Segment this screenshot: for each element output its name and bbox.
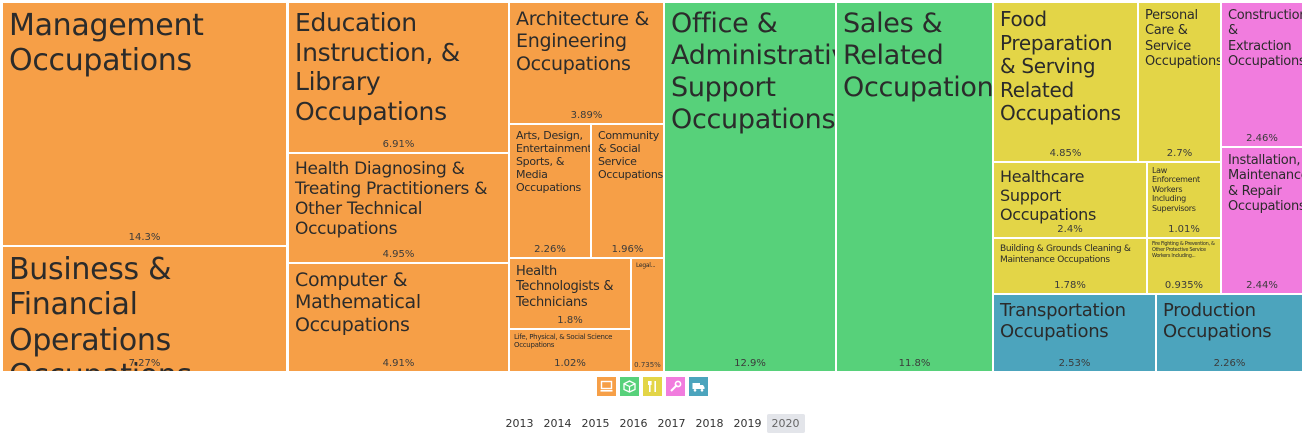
tile-percent: 2.7% <box>1166 148 1193 159</box>
year-2014[interactable]: 2014 <box>543 417 572 430</box>
tile-label: Business & Financial Operations Occupati… <box>9 252 192 371</box>
tile-label: Building & Grounds Cleaning & Maintenanc… <box>1000 244 1131 265</box>
tile-percent: 0.935% <box>1164 280 1204 291</box>
treemap-tile[interactable]: Legal... 0.735% <box>631 258 664 372</box>
tile-percent: 7.27% <box>128 358 161 369</box>
tile-label: Life, Physical, & Social Science Occupat… <box>514 333 613 350</box>
treemap-tile[interactable]: Law Enforcement Workers Including Superv… <box>1147 162 1221 238</box>
tile-percent: 11.8% <box>898 358 931 369</box>
tile-percent: 6.91% <box>382 139 415 150</box>
tile-label: Health Technologists & Technicians <box>516 264 614 310</box>
tile-label: Office & Administrative Support Occupati… <box>671 8 836 135</box>
year-2013[interactable]: 2013 <box>505 417 534 430</box>
year-2015[interactable]: 2015 <box>581 417 610 430</box>
treemap-tile[interactable]: Healthcare Support Occupations 2.4% <box>993 162 1147 238</box>
treemap-tile[interactable]: Sales & Related Occupations 11.8% <box>836 2 993 372</box>
tile-percent: 1.96% <box>611 244 644 255</box>
year-2017[interactable]: 2017 <box>657 417 686 430</box>
tile-label: Legal... <box>636 262 656 269</box>
occupation-treemap: Management Occupations 14.3% Business & Fi… <box>2 2 1303 372</box>
tile-label: Production Occupations <box>1163 300 1272 343</box>
tile-percent: 2.26% <box>1213 358 1246 369</box>
tile-label: Construction & Extraction Occupations <box>1228 8 1303 69</box>
treemap-tile[interactable]: Construction & Extraction Occupations 2.4… <box>1221 2 1303 147</box>
year-selector: 2013 2014 2015 2016 2017 2018 2019 2020 <box>0 414 1305 433</box>
tile-label: Community & Social Service Occupations <box>598 129 663 181</box>
tile-label: Personal Care & Service Occupations <box>1145 8 1221 69</box>
treemap-tile[interactable]: Life, Physical, & Social Science Occupat… <box>509 329 631 372</box>
tile-percent: 2.53% <box>1058 358 1091 369</box>
treemap-tile[interactable]: Installation, Maintenance, & Repair Occu… <box>1221 147 1303 294</box>
treemap-tile[interactable]: Architecture & Engineering Occupations 3.… <box>509 2 664 124</box>
tile-percent: 12.9% <box>734 358 766 369</box>
tile-label: Healthcare Support Occupations <box>1000 167 1096 224</box>
tile-label: Architecture & Engineering Occupations <box>516 8 649 75</box>
year-2019[interactable]: 2019 <box>733 417 762 430</box>
tile-percent: 4.91% <box>382 358 415 369</box>
tile-percent: 1.8% <box>557 315 583 326</box>
treemap-tile[interactable]: Fire Fighting & Prevention, & Other Prot… <box>1147 238 1221 294</box>
tile-label: Law Enforcement Workers Including Superv… <box>1152 166 1200 213</box>
treemap-tile[interactable]: Management Occupations 14.3% <box>2 2 287 246</box>
year-2016[interactable]: 2016 <box>619 417 648 430</box>
tile-label: Sales & Related Occupations <box>843 8 993 103</box>
treemap-tile[interactable]: Computer & Mathematical Occupations 4.91% <box>288 263 509 372</box>
treemap-tile[interactable]: Arts, Design, Entertainment, Sports, & M… <box>509 124 591 258</box>
tile-percent: 2.44% <box>1246 280 1278 291</box>
tile-percent: 4.85% <box>1049 148 1082 159</box>
tile-percent: 4.95% <box>382 249 415 260</box>
tile-label: Health Diagnosing & Treating Practitione… <box>295 159 488 240</box>
treemap-tile[interactable]: Food Preparation & Serving Related Occup… <box>993 2 1138 162</box>
tile-label: Installation, Maintenance, & Repair Occu… <box>1228 153 1303 214</box>
year-2018[interactable]: 2018 <box>695 417 724 430</box>
truck-icon[interactable] <box>689 377 708 396</box>
tile-label: Education Instruction, & Library Occupat… <box>295 8 460 126</box>
tile-percent: 14.3% <box>128 232 161 243</box>
tile-percent: 0.735% <box>634 361 661 369</box>
tile-percent: 2.26% <box>534 244 566 255</box>
treemap-tile[interactable]: Business & Financial Operations Occupati… <box>2 246 287 372</box>
treemap-tile[interactable]: Production Occupations 2.26% <box>1156 294 1303 372</box>
treemap-tile[interactable]: Office & Administrative Support Occupati… <box>664 2 836 372</box>
tile-percent: 1.78% <box>1054 280 1086 291</box>
treemap-tile[interactable]: Building & Grounds Cleaning & Maintenanc… <box>993 238 1147 294</box>
treemap-tile[interactable]: Health Technologists & Technicians 1.8% <box>509 258 631 329</box>
treemap-tile[interactable]: Personal Care & Service Occupations 2.7% <box>1138 2 1221 162</box>
tile-percent: 1.02% <box>554 358 586 369</box>
wrench-icon[interactable] <box>666 377 685 396</box>
computer-icon[interactable] <box>597 377 616 396</box>
treemap-tile[interactable]: Transportation Occupations 2.53% <box>993 294 1156 372</box>
tile-percent: 2.46% <box>1246 133 1278 144</box>
year-2020[interactable]: 2020 <box>766 414 805 433</box>
box-icon[interactable] <box>620 377 639 396</box>
tile-label: Management Occupations <box>9 8 204 79</box>
tile-percent: 1.01% <box>1168 224 1200 235</box>
tile-label: Food Preparation & Serving Related Occup… <box>1000 7 1121 126</box>
tile-label: Computer & Mathematical Occupations <box>295 269 421 336</box>
category-filter-bar <box>0 377 1305 396</box>
tile-percent: 3.89% <box>570 110 603 121</box>
treemap-tile[interactable]: Health Diagnosing & Treating Practitione… <box>288 153 509 263</box>
tile-label: Transportation Occupations <box>1000 300 1126 343</box>
treemap-tile[interactable]: Education Instruction, & Library Occupat… <box>288 2 509 153</box>
tile-label: Fire Fighting & Prevention, & Other Prot… <box>1152 241 1215 259</box>
tile-label: Arts, Design, Entertainment, Sports, & M… <box>516 129 591 194</box>
treemap-tile[interactable]: Community & Social Service Occupations 1.… <box>591 124 664 258</box>
utensils-icon[interactable] <box>643 377 662 396</box>
tile-percent: 2.4% <box>1057 224 1083 235</box>
